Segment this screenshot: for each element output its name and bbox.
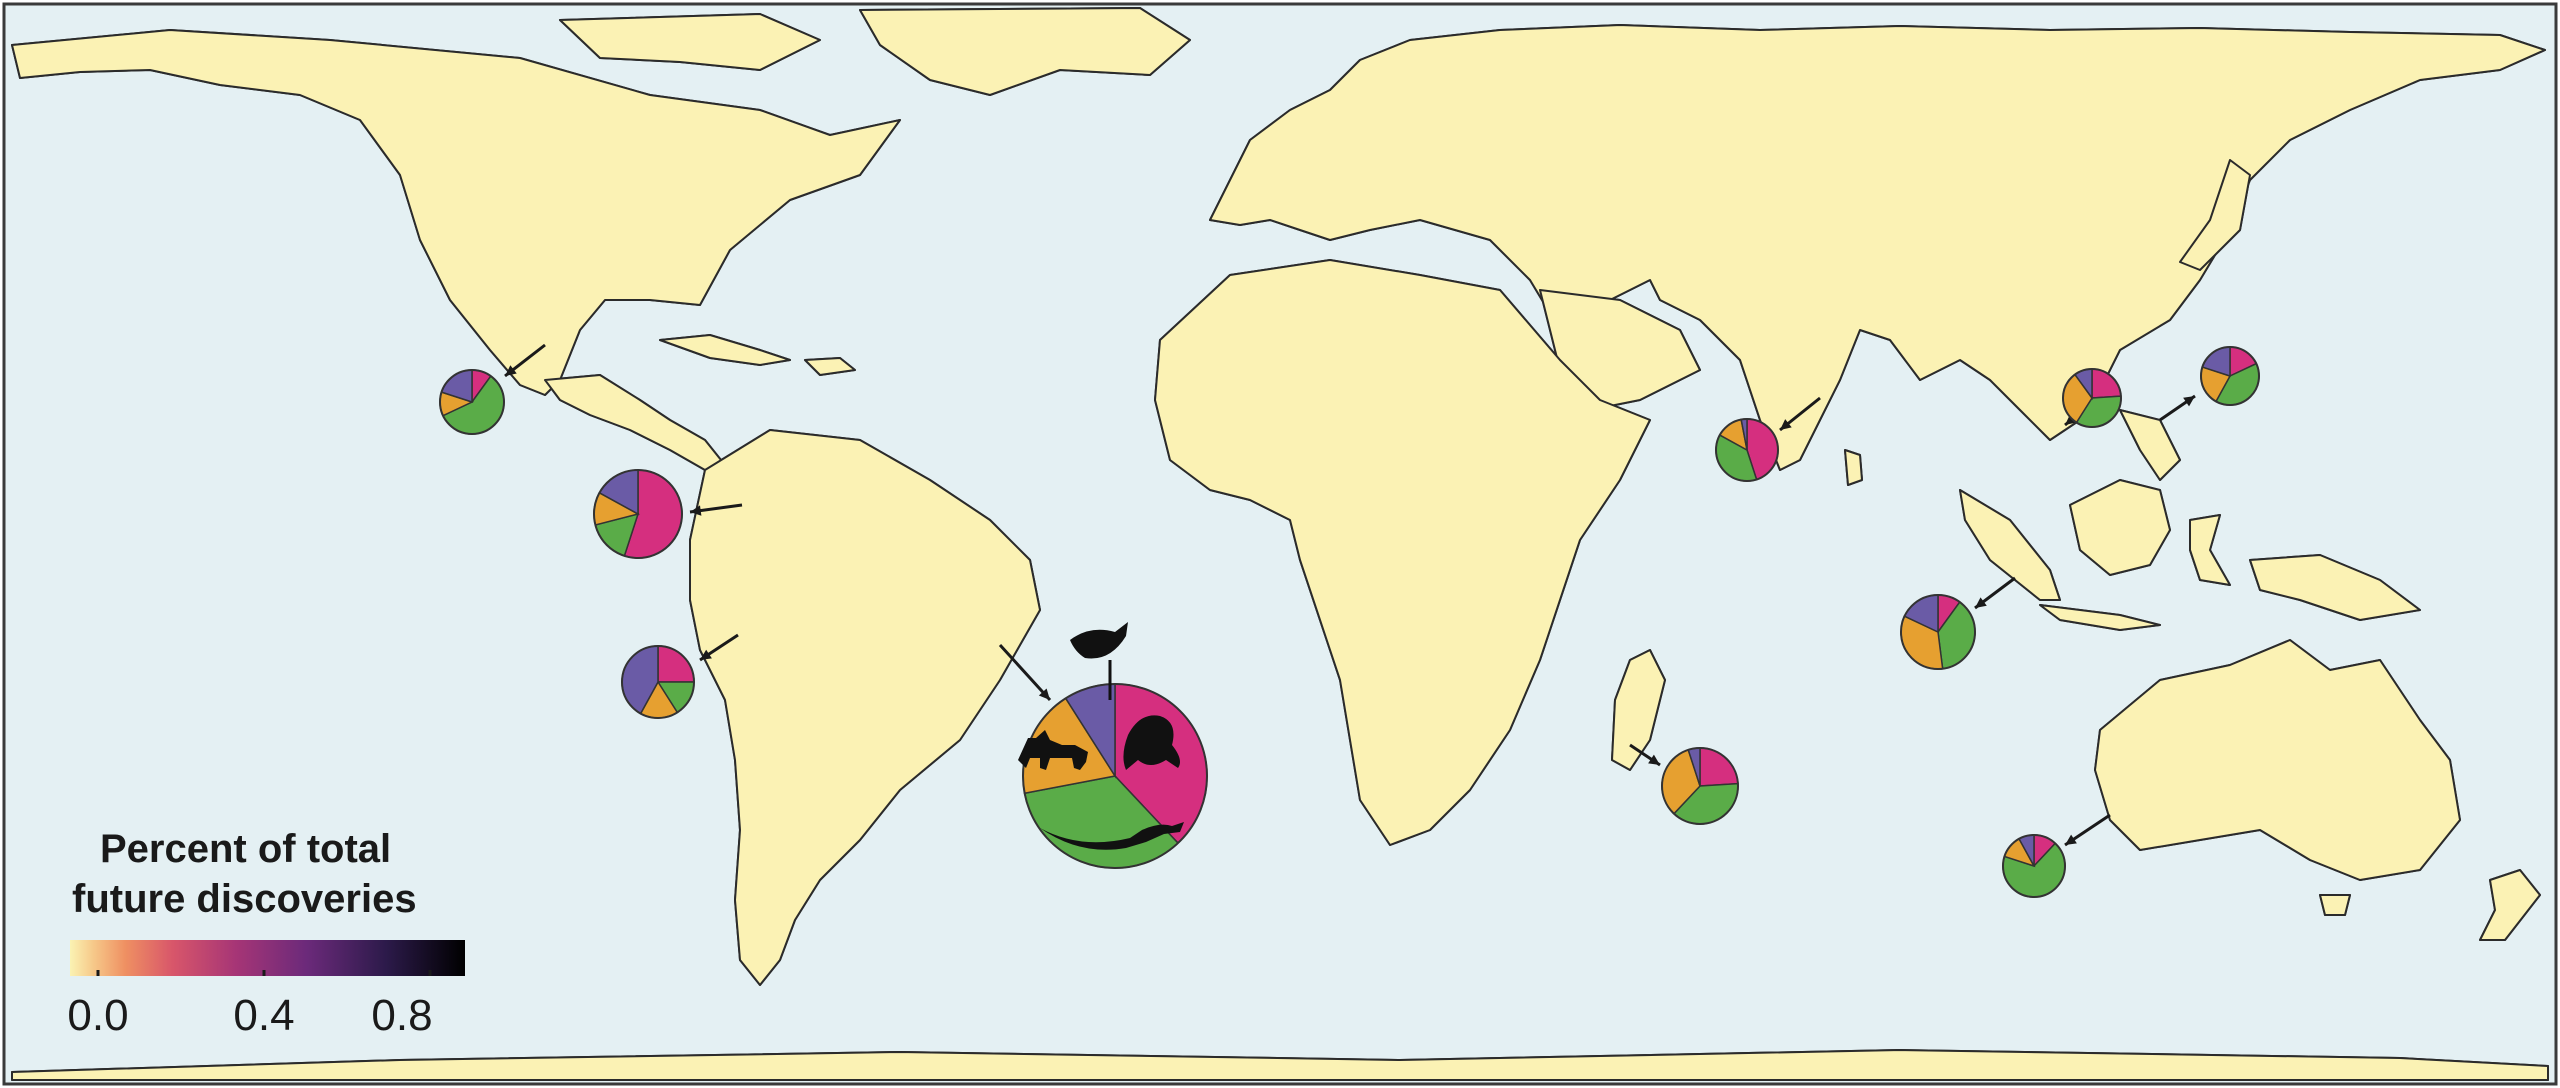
legend-tick-2: 0.8	[371, 991, 432, 1040]
mammal-silhouette	[1018, 730, 1088, 770]
legend-tick-1: 0.4	[233, 991, 294, 1040]
taxon-silhouettes	[1018, 622, 1184, 850]
pie-arrowhead-philippines	[2183, 396, 2195, 407]
pie-arrowhead-india	[1780, 419, 1792, 430]
pie-madagascar	[1661, 747, 1739, 825]
legend-tick-0: 0.0	[67, 991, 128, 1040]
pie-mexico	[439, 369, 505, 435]
legend-title-line2: future discoveries	[72, 877, 417, 921]
pie-arrowhead-atlantic-forest	[1038, 688, 1050, 700]
legend-title-line1: Percent of total	[100, 827, 391, 871]
pie-arrow-atlantic-forest	[998, 643, 1052, 702]
legend-color-bar	[70, 940, 465, 976]
pie-arrowhead-colombia	[690, 505, 702, 516]
bird-silhouette	[1070, 622, 1128, 700]
pie-colombia	[593, 469, 683, 559]
pie-arrowhead-peru	[700, 649, 712, 660]
color-scale-legend: Percent of total future discoveries 0.0 …	[67, 827, 465, 1040]
pie-arrowhead-indochina	[2065, 414, 2077, 425]
pie-arrowhead-mexico	[505, 365, 517, 376]
pie-philippines	[2200, 346, 2260, 406]
pie-arrowhead-madagascar	[1648, 754, 1660, 765]
pie-atlantic-forest	[1022, 683, 1208, 869]
pie-australia	[2002, 834, 2066, 898]
pie-indochina	[2062, 368, 2122, 428]
pie-sundaland	[1900, 594, 1976, 670]
frog-silhouette	[1123, 715, 1180, 770]
pie-arrowhead-sundaland	[1975, 597, 1987, 608]
lizard-silhouette	[1040, 822, 1184, 850]
pie-india	[1715, 418, 1779, 482]
pie-arrowhead-australia	[2065, 834, 2077, 845]
pie-peru	[621, 645, 695, 719]
